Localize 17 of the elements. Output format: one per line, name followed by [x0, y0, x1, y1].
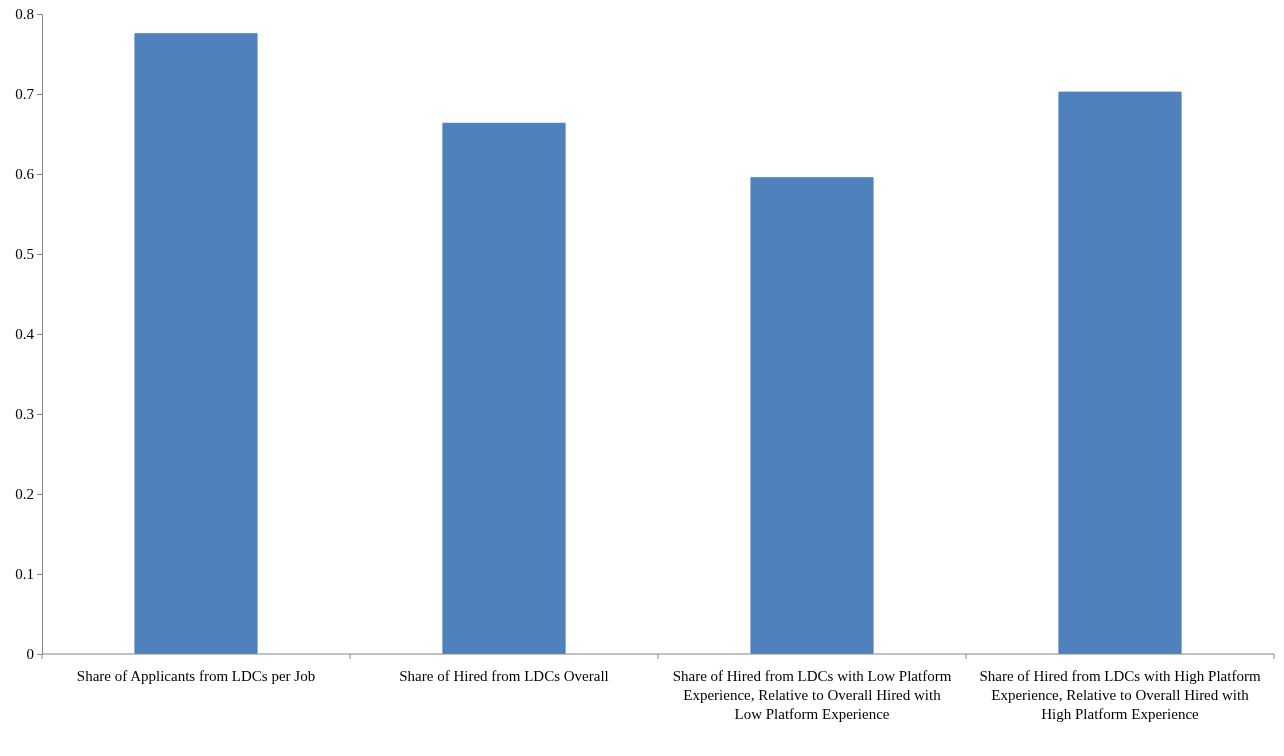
bar — [1058, 91, 1182, 654]
y-tick-label: 0.2 — [15, 486, 34, 503]
y-tick-label: 0.6 — [15, 166, 35, 183]
y-tick-label: 0.8 — [15, 6, 34, 23]
y-tick-label: 0 — [26, 646, 34, 663]
x-tick-label: Share of Hired from LDCs Overall — [399, 668, 609, 684]
bar — [442, 122, 566, 654]
bar — [134, 33, 258, 654]
x-tick-label: Share of Hired from LDCs with High Platform Experience, Relative to Overall Hired with High Platform Experience — [979, 668, 1261, 722]
x-tick-label: Share of Hired from LDCs with Low Platform Experience, Relative to Overall Hired with Low Platform Experience — [672, 668, 952, 722]
x-tick-label: Share of Applicants from LDCs per Job — [76, 668, 316, 684]
bar — [750, 177, 874, 654]
y-tick-label: 0.4 — [15, 326, 35, 343]
y-tick-label: 0.5 — [15, 246, 34, 263]
y-tick-label: 0.1 — [15, 566, 34, 583]
y-tick-label: 0.3 — [15, 406, 34, 423]
y-tick-label: 0.7 — [15, 86, 35, 103]
